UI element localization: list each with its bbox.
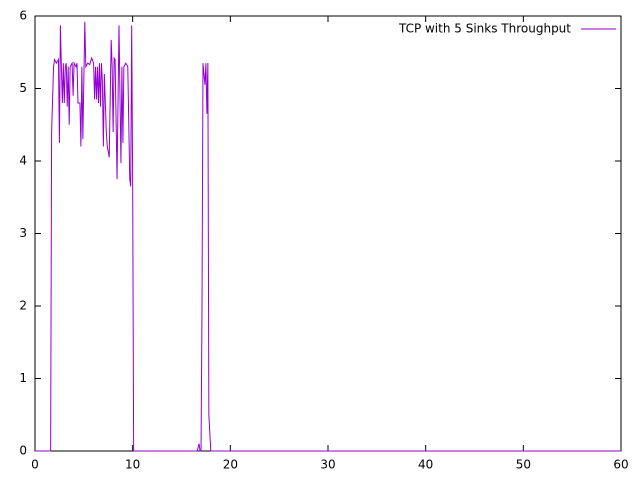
legend-label: TCP with 5 Sinks Throughput xyxy=(398,22,571,36)
x-tick-label: 50 xyxy=(516,458,531,472)
y-tick-label: 4 xyxy=(19,154,27,168)
y-tick-label: 0 xyxy=(19,444,27,458)
x-tick-label: 40 xyxy=(418,458,433,472)
data-line xyxy=(35,21,621,452)
y-tick-label: 1 xyxy=(19,371,27,385)
y-tick-label: 6 xyxy=(19,9,27,23)
x-tick-label: 10 xyxy=(125,458,140,472)
y-tick-label: 5 xyxy=(19,81,27,95)
plot-frame xyxy=(34,15,622,452)
y-tick-label: 2 xyxy=(19,299,27,313)
x-tick-label: 20 xyxy=(223,458,238,472)
x-tick-label: 60 xyxy=(613,458,628,472)
x-tick-label: 0 xyxy=(31,458,39,472)
x-tick-label: 30 xyxy=(320,458,335,472)
y-tick-label: 3 xyxy=(19,226,27,240)
